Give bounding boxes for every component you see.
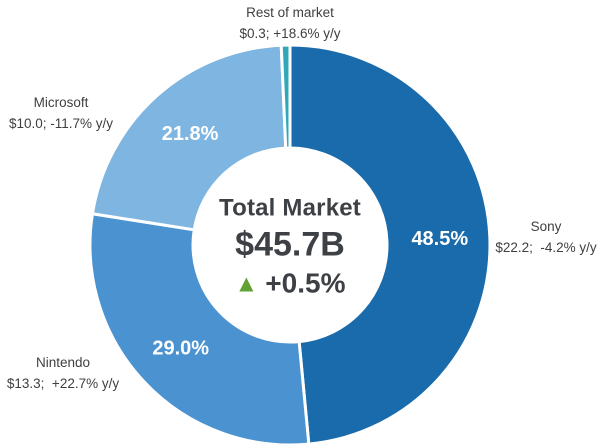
segment-value: $0.3; +18.6% y/y [239,26,341,41]
up-triangle-icon: ▲ [234,270,259,298]
segment-pct-label: 29.0% [152,338,209,360]
segment-name: Sony [530,219,562,234]
segment-value: $22.2; -4.2% y/y [495,240,597,255]
segment-name: Microsoft [33,95,89,110]
segment-pct-label: 48.5% [411,228,468,250]
segment-name: Nintendo [35,355,91,370]
segment-value: $13.3; +22.7% y/y [6,376,120,391]
donut-segment-rest-of-market[interactable] [279,43,292,150]
center-title: Total Market [219,194,361,222]
label-nintendo: Nintendo $13.3; +22.7% y/y [7,352,119,394]
donut-center: Total Market $45.7B ▲ +0.5% [185,195,395,300]
segment-name: Rest of market [246,5,334,20]
center-change-text: +0.5% [265,267,346,299]
center-value: $45.7B [235,225,345,264]
label-rest-of-market: Rest of market $0.3; +18.6% y/y [240,2,341,44]
label-sony: Sony $22.2; -4.2% y/y [495,216,596,258]
segment-pct-label: 21.8% [162,123,219,145]
donut-segment-sony[interactable] [288,43,492,446]
segment-value: $10.0; -11.7% y/y [8,116,114,131]
center-change: ▲ +0.5% [185,268,395,300]
donut-segment-microsoft[interactable] [90,43,288,232]
label-microsoft: Microsoft $10.0; -11.7% y/y [9,92,113,134]
donut-segment-nintendo[interactable] [88,212,311,447]
